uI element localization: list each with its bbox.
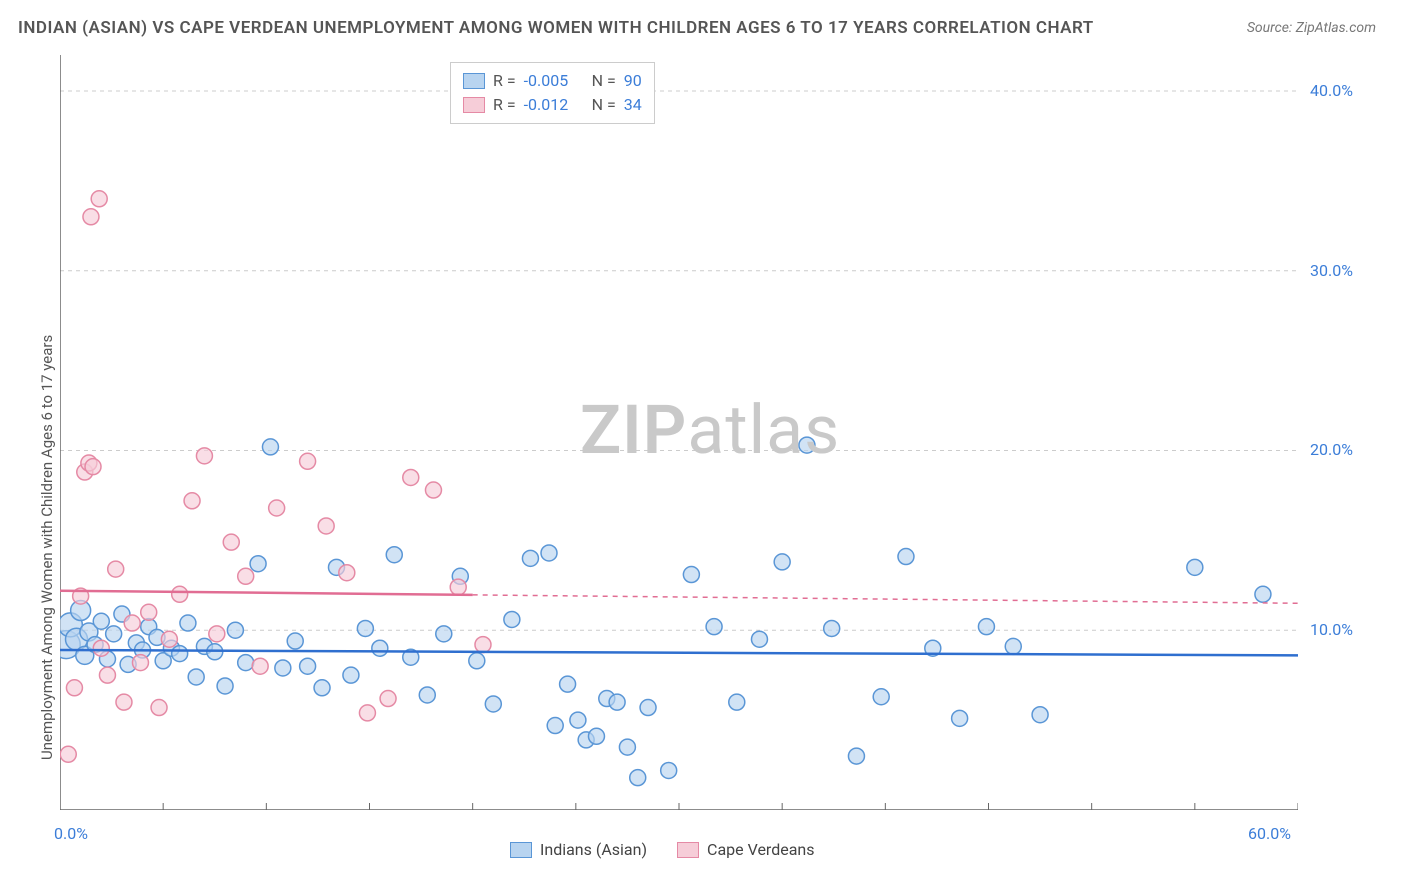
legend-swatch <box>677 842 699 858</box>
x-tick-label: 0.0% <box>54 824 88 843</box>
scatter-plot <box>60 55 1298 810</box>
y-tick-label: 30.0% <box>1310 261 1353 280</box>
y-tick-label: 20.0% <box>1310 440 1353 459</box>
source-attribution: Source: ZipAtlas.com <box>1247 20 1376 36</box>
legend-swatch <box>510 842 532 858</box>
series-legend: Indians (Asian) Cape Verdeans <box>510 840 815 859</box>
x-tick-label: 60.0% <box>1248 824 1291 843</box>
legend-item: Indians (Asian) <box>510 840 647 859</box>
legend-item: Cape Verdeans <box>677 840 814 859</box>
correlation-legend: R =-0.005N =90R =-0.012N =34 <box>450 62 655 124</box>
legend-label: Cape Verdeans <box>707 840 814 859</box>
legend-row: R =-0.012N =34 <box>463 93 642 117</box>
y-tick-label: 10.0% <box>1310 620 1353 639</box>
legend-label: Indians (Asian) <box>540 840 647 859</box>
y-axis-label: Unemployment Among Women with Children A… <box>38 335 56 760</box>
legend-swatch <box>463 97 485 113</box>
legend-swatch <box>463 73 485 89</box>
chart-title: INDIAN (ASIAN) VS CAPE VERDEAN UNEMPLOYM… <box>18 18 1094 38</box>
y-tick-label: 40.0% <box>1310 81 1353 100</box>
legend-row: R =-0.005N =90 <box>463 69 642 93</box>
